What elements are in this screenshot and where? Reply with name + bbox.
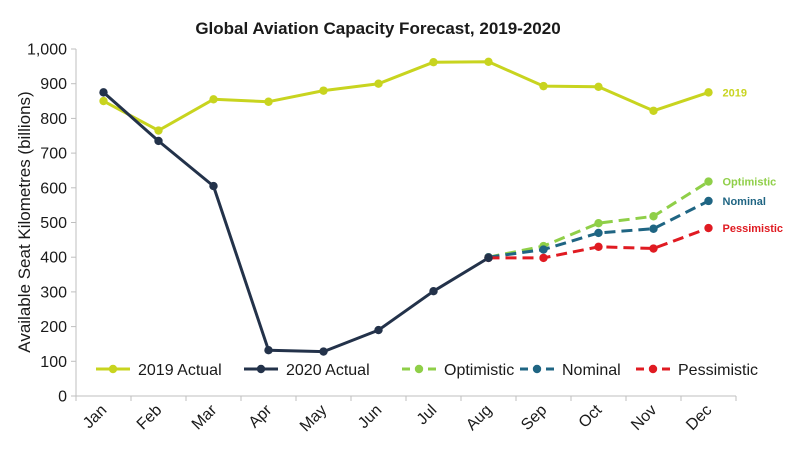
- data-point-nominal-dec: [704, 196, 713, 206]
- legend-item-optimistic: Optimistic: [402, 362, 514, 379]
- legend-item-2020-actual: 2020 Actual: [244, 362, 370, 379]
- data-point-2019-actual-jan: [99, 96, 108, 106]
- y-tick-label: 700: [40, 146, 67, 163]
- legend-marker-2019-actual: [108, 364, 118, 374]
- y-tick-label: 0: [58, 389, 67, 406]
- legend-marker-2020-actual: [256, 364, 266, 374]
- data-point-2020-actual-jan: [99, 88, 108, 97]
- data-point-2020-actual-may: [319, 347, 328, 356]
- y-axis-label: Available Seat Kilometres (billions): [15, 91, 34, 352]
- data-point-2019-actual-dec: [704, 88, 713, 97]
- data-point-2019-actual-mar: [209, 95, 218, 104]
- data-point-nominal-oct: [594, 228, 603, 238]
- series-line-2019-actual: [102, 60, 710, 132]
- legend-label-optimistic: Optimistic: [444, 362, 514, 379]
- series-line-optimistic: [488, 180, 710, 259]
- data-point-2019-actual-jun: [374, 79, 383, 88]
- data-point-nominal-nov: [649, 224, 658, 233]
- end-label-nominal: Nominal: [723, 196, 766, 208]
- legend: 2019 Actual 2020 Actual Optimistic Nominal P…: [96, 362, 758, 379]
- y-tick-label: 800: [40, 111, 67, 128]
- x-tick-label: Jul: [414, 402, 440, 428]
- legend-label-nominal: Nominal: [562, 362, 621, 379]
- legend-item-2019-actual: 2019 Actual: [96, 362, 222, 379]
- legend-label-pessimistic: Pessimistic: [678, 362, 758, 379]
- y-tick-label: 1,000: [27, 42, 67, 59]
- data-point-pessimistic-sep: [539, 253, 548, 263]
- x-tick-label: Oct: [576, 401, 606, 431]
- x-tick-label: Sep: [518, 402, 550, 434]
- data-point-2019-actual-feb: [154, 126, 163, 135]
- y-tick-label: 900: [40, 76, 67, 93]
- y-tick-label: 600: [40, 180, 67, 197]
- legend-label-2019-actual: 2019 Actual: [138, 362, 222, 379]
- series-2020-actual: [99, 88, 493, 356]
- series-2019-actual: [99, 57, 713, 135]
- data-point-2020-actual-jul: [429, 287, 438, 296]
- data-point-nominal-sep: [539, 245, 548, 254]
- series-layer: [99, 57, 713, 356]
- data-point-2020-actual-apr: [264, 345, 273, 355]
- legend-marker-optimistic: [414, 364, 424, 374]
- series-nominal: [484, 196, 713, 262]
- x-tick-label: Feb: [134, 402, 166, 434]
- x-tick-label: Dec: [683, 402, 715, 434]
- end-labels: Optimistic Nominal Pessimistic 2019: [723, 87, 784, 235]
- y-tick-label: 300: [40, 284, 67, 301]
- x-tick-label: Mar: [189, 401, 221, 433]
- chart-title: Global Aviation Capacity Forecast, 2019-…: [195, 19, 560, 38]
- legend-label-2020-actual: 2020 Actual: [286, 362, 370, 379]
- data-point-2020-actual-feb: [154, 136, 163, 146]
- end-label-optimistic: Optimistic: [723, 177, 777, 189]
- x-tick-label: Jun: [355, 402, 385, 432]
- data-point-2020-actual-aug: [484, 253, 493, 263]
- data-point-2019-actual-nov: [649, 106, 658, 115]
- x-tick-label: Apr: [246, 401, 276, 431]
- data-point-optimistic-dec: [704, 177, 713, 186]
- y-tick-label: 200: [40, 319, 67, 336]
- legend-marker-pessimistic: [648, 364, 658, 374]
- x-tick-label: Aug: [463, 402, 495, 434]
- x-tick-label: May: [297, 402, 330, 435]
- data-point-2019-actual-apr: [264, 97, 273, 106]
- end-label-2019-actual: 2019: [723, 87, 747, 99]
- data-point-pessimistic-nov: [649, 244, 658, 253]
- data-point-2019-actual-aug: [484, 57, 493, 67]
- legend-item-nominal: Nominal: [520, 362, 621, 379]
- y-tick-label: 500: [40, 215, 67, 232]
- data-point-2020-actual-jun: [374, 325, 383, 335]
- data-point-2019-actual-oct: [594, 82, 603, 92]
- data-point-pessimistic-oct: [594, 242, 603, 251]
- y-tick-label: 400: [40, 250, 67, 267]
- data-point-optimistic-nov: [649, 212, 658, 221]
- end-label-pessimistic: Pessimistic: [723, 223, 784, 235]
- x-tick-label: Nov: [628, 402, 660, 434]
- legend-marker-nominal: [532, 364, 542, 374]
- series-line-2020-actual: [102, 90, 490, 354]
- legend-item-pessimistic: Pessimistic: [636, 362, 758, 379]
- y-tick-label: 100: [40, 354, 67, 371]
- data-point-2019-actual-jul: [429, 57, 438, 67]
- data-point-optimistic-oct: [594, 218, 603, 228]
- data-point-2020-actual-mar: [209, 181, 218, 191]
- data-point-2019-actual-sep: [539, 81, 548, 91]
- data-point-pessimistic-dec: [704, 223, 713, 233]
- data-point-2019-actual-may: [319, 86, 328, 95]
- x-tick-label: Jan: [80, 402, 110, 432]
- series-line-nominal: [488, 199, 710, 259]
